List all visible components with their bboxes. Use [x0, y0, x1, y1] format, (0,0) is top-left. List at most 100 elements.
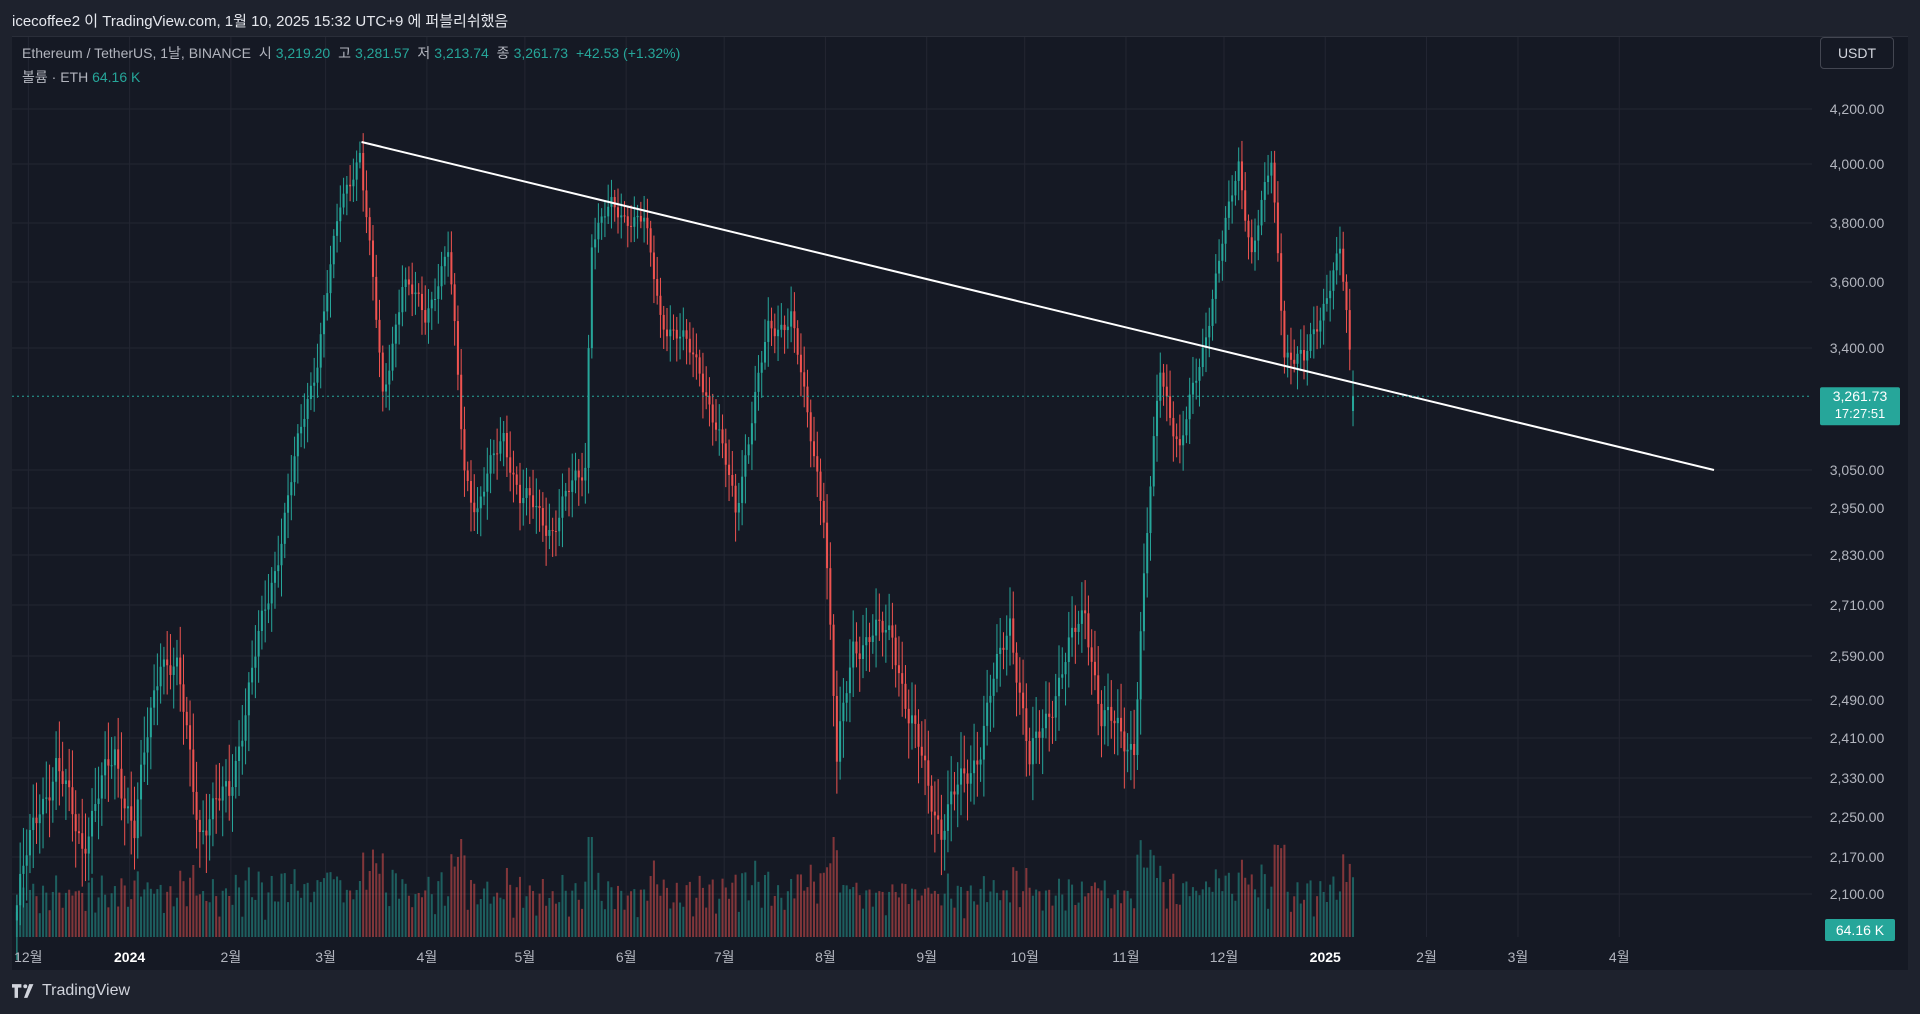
volume-bar: [1306, 883, 1309, 937]
candle-body: [192, 749, 195, 792]
candle-body: [68, 780, 71, 788]
volume-bar: [417, 892, 420, 937]
volume-bar: [332, 879, 335, 937]
candle-body: [603, 216, 606, 218]
volume-bar: [1120, 903, 1123, 937]
candle-body: [1064, 662, 1067, 675]
volume-bar: [404, 883, 407, 937]
volume-bar: [97, 897, 100, 937]
time-tick-label: 3월: [315, 949, 336, 965]
candle-body: [283, 512, 286, 544]
candle-body: [1074, 627, 1077, 632]
time-axis[interactable]: 12월 2024 2월 3월 4월 5월 6월 7월 8월 9월 10월 11월 12월 2025 2월 3월…: [14, 949, 1629, 965]
legend-symbol[interactable]: Ethereum / TetherUS, 1날, BINANCE: [22, 45, 251, 61]
price-tick-label: 4,000.00: [1830, 156, 1885, 172]
candle-body: [420, 293, 423, 311]
volume-bar: [770, 905, 773, 937]
volume-bar: [1227, 872, 1230, 937]
candle-body: [424, 310, 427, 323]
volume-bar: [1303, 899, 1306, 937]
price-axis[interactable]: 4,200.00 4,000.00 3,800.00 3,600.00 3,400.00…: [1830, 101, 1885, 902]
candle-body: [1012, 618, 1015, 653]
volume-bar: [1273, 844, 1276, 937]
volume-bar: [950, 898, 953, 937]
candle-body: [1195, 380, 1198, 383]
candle-body: [290, 482, 293, 496]
candle-body: [35, 817, 38, 824]
candle-body: [437, 286, 440, 299]
volume-bar: [84, 910, 87, 937]
candle-body: [933, 811, 936, 816]
volume-bar: [865, 890, 868, 937]
volume-bar: [319, 881, 322, 937]
candle-body: [1188, 394, 1191, 420]
candle-body: [705, 392, 708, 396]
volume-bar: [1312, 916, 1315, 937]
candle-body: [1113, 720, 1116, 724]
candle-body: [182, 684, 185, 712]
candle-body: [1129, 743, 1132, 750]
volume-bar: [492, 896, 495, 937]
candle-body: [385, 384, 388, 392]
volume-tag-value: 64.16 K: [1836, 922, 1885, 938]
candle-body: [839, 721, 842, 762]
time-tick-label: 2월: [1416, 949, 1437, 965]
volume-bar: [104, 894, 107, 937]
currency-button[interactable]: USDT: [1820, 37, 1894, 69]
candle-body: [45, 797, 48, 799]
volume-bar: [211, 879, 214, 937]
legend-low-label: 저: [417, 45, 431, 61]
volume-bar: [940, 905, 943, 937]
candle-body: [241, 740, 244, 747]
volume-bar: [313, 891, 316, 937]
candle-body: [1312, 329, 1315, 335]
candle-body: [607, 206, 610, 217]
candle-body: [1071, 627, 1074, 638]
candlestick-chart[interactable]: 4,200.00 4,000.00 3,800.00 3,600.00 3,400.00…: [12, 37, 1908, 971]
candle-body: [1133, 743, 1136, 756]
candle-body: [721, 429, 724, 444]
candle-body: [48, 797, 51, 801]
volume-bar: [427, 876, 430, 937]
volume-bar: [1280, 848, 1283, 937]
trendline[interactable]: [361, 141, 1715, 471]
candle-body: [84, 848, 87, 854]
candle-body: [1015, 652, 1018, 683]
chart-area[interactable]: 4,200.00 4,000.00 3,800.00 3,600.00 3,400.00…: [12, 36, 1908, 971]
volume-bar: [672, 902, 675, 937]
volume-bar: [25, 903, 28, 937]
candle-body: [914, 715, 917, 724]
candle-body: [973, 760, 976, 774]
volume-bar: [891, 884, 894, 937]
volume-bar: [120, 878, 123, 937]
volume-bar: [718, 898, 721, 937]
volume-bar: [711, 879, 714, 937]
volume-bar: [714, 913, 718, 937]
volume-bar: [1319, 881, 1322, 937]
volume-bar: [1316, 896, 1319, 937]
volume-bar: [708, 884, 711, 937]
candle-body: [692, 352, 695, 355]
volume-bar: [1289, 911, 1292, 937]
volume-bar: [734, 874, 737, 937]
candle-body: [1280, 253, 1283, 311]
volume-bar: [140, 896, 143, 937]
candle-body: [440, 266, 443, 287]
candle-body: [1296, 353, 1299, 364]
candle-body: [1247, 220, 1250, 238]
legend-volume-label[interactable]: 볼륨 · ETH: [22, 69, 89, 85]
candle-body: [74, 814, 77, 832]
candles: [15, 133, 1355, 961]
volume-bar: [254, 899, 257, 937]
candle-body: [231, 787, 234, 796]
volume-bar: [277, 901, 280, 937]
brand[interactable]: TradingView: [12, 982, 130, 1000]
volume-bar: [280, 873, 283, 937]
candle-body: [339, 207, 342, 222]
candle-body: [388, 370, 391, 385]
volume-bar: [946, 873, 949, 937]
volume-bar: [221, 890, 224, 937]
volume-bar: [38, 913, 41, 937]
volume-bar: [969, 885, 972, 937]
volume-bar: [388, 906, 391, 937]
